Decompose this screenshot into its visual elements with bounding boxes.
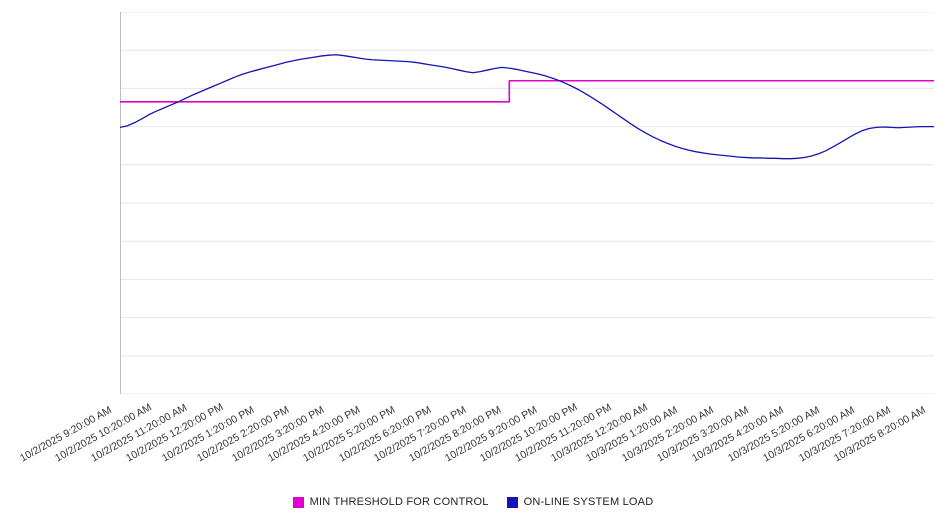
chart-legend: MIN THRESHOLD FOR CONTROL ON-LINE SYSTEM … [0, 496, 946, 508]
legend-item[interactable]: ON-LINE SYSTEM LOAD [506, 496, 654, 508]
legend-label: MIN THRESHOLD FOR CONTROL [309, 496, 489, 508]
x-axis-labels: 10/2/2025 9:20:00 AM 10/2/2025 10:20:00 A… [0, 396, 946, 476]
series-line-0 [120, 79, 934, 103]
legend-swatch-icon [292, 496, 304, 508]
grid-lines [120, 12, 934, 394]
plot-area [120, 12, 934, 394]
legend-item[interactable]: MIN THRESHOLD FOR CONTROL [292, 496, 489, 508]
series-line-1 [120, 54, 934, 160]
series-paths [120, 54, 934, 160]
legend-swatch-icon [506, 496, 518, 508]
legend-label: ON-LINE SYSTEM LOAD [523, 496, 654, 508]
plot-svg [120, 12, 934, 394]
